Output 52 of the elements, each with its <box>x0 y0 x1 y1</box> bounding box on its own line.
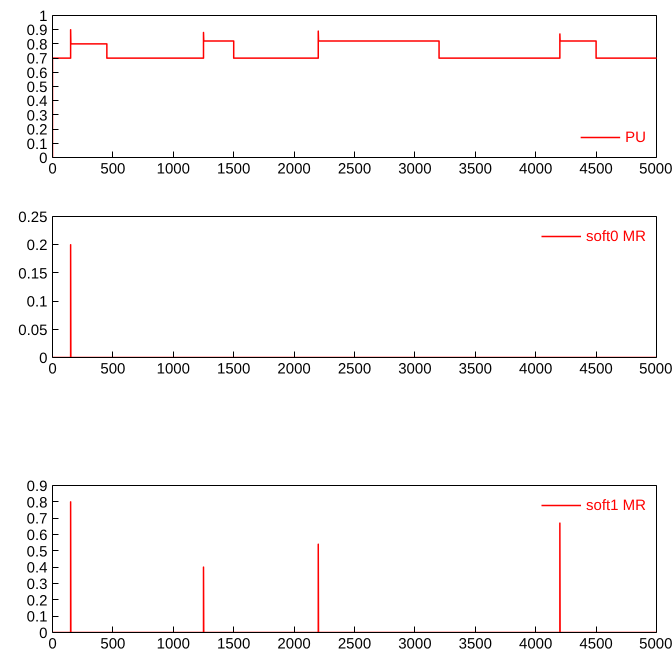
x-tick-label: 3500 <box>458 636 492 652</box>
x-tick-label: 2500 <box>338 636 372 652</box>
x-tick-label: 2500 <box>338 360 372 378</box>
x-tick-label: 4500 <box>579 160 613 178</box>
legend-label: PU <box>625 128 646 146</box>
y-tick-label: 0 <box>39 350 48 367</box>
x-tick-label: 1500 <box>217 360 250 378</box>
y-tick-label: 0.4 <box>26 560 48 577</box>
y-tick-label: 0.25 <box>18 209 48 226</box>
x-tick-label: 500 <box>100 160 126 178</box>
y-tick-label: 0.6 <box>26 527 48 544</box>
x-tick-label: 4500 <box>579 360 613 378</box>
x-tick-label: 500 <box>100 360 126 378</box>
x-tick-label: 1500 <box>217 160 250 178</box>
x-tick-label: 4000 <box>519 360 552 378</box>
y-tick-label: 0.8 <box>26 494 48 512</box>
y-tick-label: 0.05 <box>18 322 48 339</box>
x-tick-label: 2000 <box>277 636 311 652</box>
x-tick-label: 1000 <box>156 636 190 652</box>
x-tick-label: 3000 <box>398 360 432 378</box>
legend-label: soft0 MR <box>586 228 646 244</box>
x-tick-label: 2000 <box>277 360 311 378</box>
x-tick-label: 3500 <box>458 360 492 378</box>
y-tick-label: 0.2 <box>26 237 48 254</box>
y-tick-label: 0 <box>39 150 48 167</box>
x-tick-label: 2500 <box>338 160 372 178</box>
y-tick-label: 0 <box>39 625 48 642</box>
y-tick-label: 0.3 <box>26 576 48 593</box>
x-tick-label: 2000 <box>277 160 311 178</box>
y-tick-label: 0.1 <box>26 294 48 311</box>
x-tick-label: 3000 <box>398 636 432 652</box>
x-tick-label: 500 <box>100 636 126 652</box>
y-tick-label: 0.7 <box>26 510 48 528</box>
y-tick-label: 0.1 <box>26 608 48 626</box>
x-tick-label: 5000 <box>639 360 672 378</box>
y-tick-label: 0.9 <box>26 478 48 495</box>
legend-label: soft1 MR <box>586 496 646 514</box>
y-tick-label: 0.2 <box>26 592 48 610</box>
y-tick-label: 0.5 <box>26 543 48 560</box>
x-tick-label: 5000 <box>639 636 672 652</box>
x-tick-label: 5000 <box>639 160 672 178</box>
x-tick-label: 3500 <box>458 160 492 178</box>
x-tick-label: 4000 <box>519 636 552 652</box>
x-tick-label: 3000 <box>398 160 432 178</box>
y-tick-label: 0.5 <box>26 79 48 96</box>
x-tick-label: 1000 <box>156 360 190 378</box>
y-tick-label: 1 <box>39 8 48 25</box>
x-tick-label: 4000 <box>519 160 552 178</box>
y-tick-label: 0.15 <box>18 265 48 282</box>
x-tick-label: 4500 <box>579 636 613 652</box>
x-tick-label: 1500 <box>217 636 250 652</box>
x-tick-label: 1000 <box>156 160 190 178</box>
